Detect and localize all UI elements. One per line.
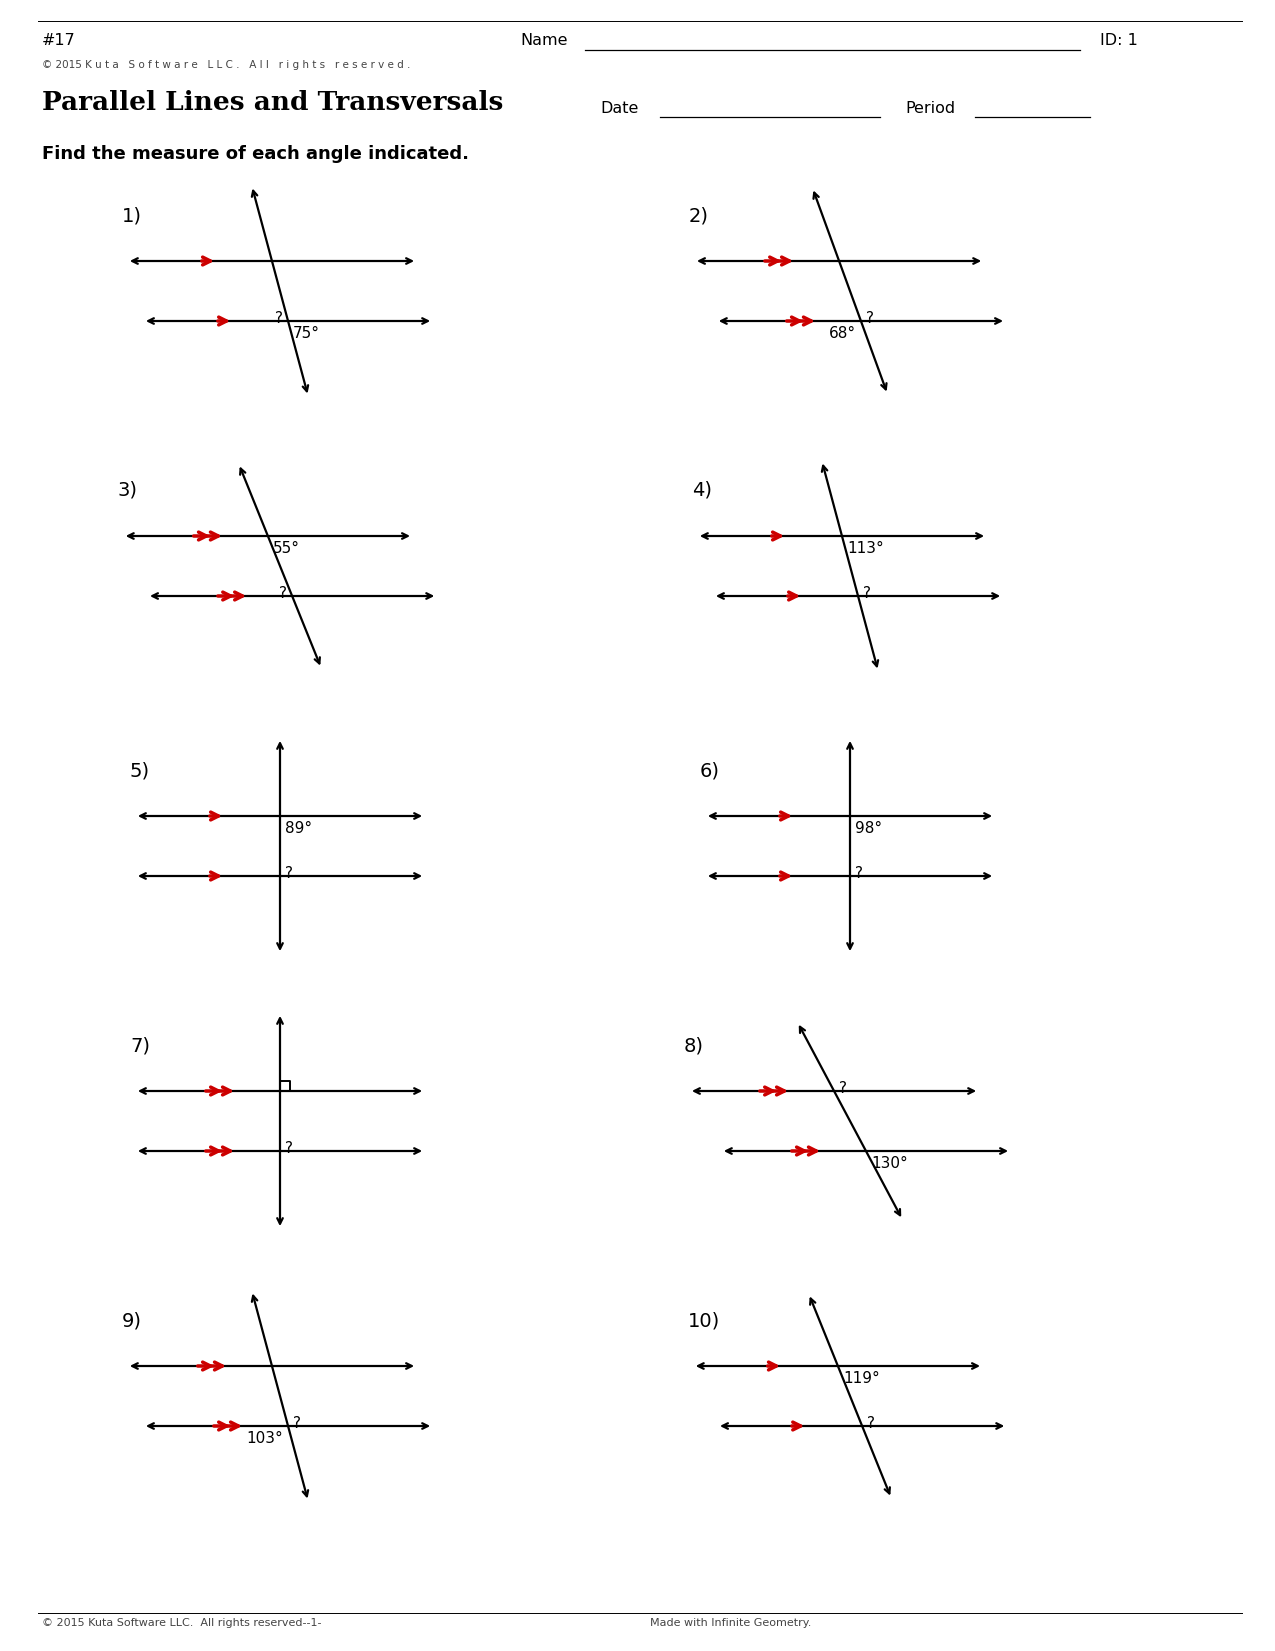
Text: ?: ? (867, 1417, 875, 1431)
Text: #17: #17 (42, 33, 75, 48)
Text: 4): 4) (692, 480, 711, 500)
Text: ?: ? (279, 586, 287, 601)
Text: Made with Infinite Geometry.: Made with Infinite Geometry. (650, 1618, 811, 1628)
Text: 6): 6) (700, 761, 720, 779)
Text: 113°: 113° (847, 542, 884, 556)
Text: 7): 7) (130, 1035, 150, 1055)
Text: 1): 1) (122, 206, 142, 225)
Text: ?: ? (293, 1417, 301, 1431)
Text: ID: 1: ID: 1 (1100, 33, 1137, 48)
Text: ?: ? (856, 867, 863, 882)
Text: 10): 10) (688, 1311, 720, 1331)
Text: 5): 5) (130, 761, 150, 779)
Text: Find the measure of each angle indicated.: Find the measure of each angle indicated… (42, 145, 469, 163)
Text: 103°: 103° (246, 1431, 283, 1446)
Text: Date: Date (601, 101, 639, 116)
Text: 68°: 68° (829, 325, 856, 342)
Text: 98°: 98° (856, 821, 882, 835)
Text: ?: ? (286, 1141, 293, 1156)
Text: Period: Period (905, 101, 955, 116)
Text: 8): 8) (685, 1035, 704, 1055)
Text: 9): 9) (122, 1311, 142, 1331)
Text: 55°: 55° (273, 542, 300, 556)
Text: ?: ? (275, 310, 283, 325)
Text: 130°: 130° (871, 1156, 908, 1171)
Text: ?: ? (839, 1081, 847, 1096)
Text: 2): 2) (688, 206, 709, 225)
Text: © 2015 Kuta Software LLC.  All rights reserved--1-: © 2015 Kuta Software LLC. All rights res… (42, 1618, 321, 1628)
Text: Name: Name (520, 33, 567, 48)
Text: ?: ? (863, 586, 871, 601)
Text: ?: ? (866, 310, 873, 325)
Text: © 2015 K u t a   S o f t w a r e   L L C .   A l l   r i g h t s   r e s e r v e: © 2015 K u t a S o f t w a r e L L C . A… (42, 59, 411, 69)
Text: 75°: 75° (293, 325, 320, 342)
Text: Parallel Lines and Transversals: Parallel Lines and Transversals (42, 91, 504, 116)
Text: ?: ? (286, 867, 293, 882)
Text: 119°: 119° (843, 1370, 880, 1385)
Text: 89°: 89° (286, 821, 312, 835)
Text: 3): 3) (117, 480, 138, 500)
